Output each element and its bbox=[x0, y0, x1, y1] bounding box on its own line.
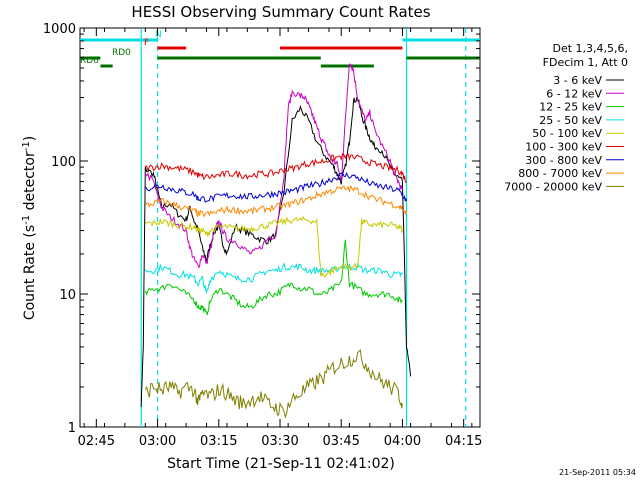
legend-label: 3 - 6 keV bbox=[553, 74, 602, 87]
series-line bbox=[144, 262, 403, 295]
legend-label: 7000 - 20000 keV bbox=[504, 180, 602, 193]
y-tick-label: 1 bbox=[68, 421, 76, 436]
footer-timestamp: 21-Sep-2011 05:34 bbox=[559, 468, 636, 477]
series-line bbox=[144, 239, 403, 316]
y-axis-ticks: 1 10 100 1000 bbox=[43, 22, 480, 436]
flag-label: F bbox=[144, 38, 149, 48]
series-line bbox=[144, 63, 403, 269]
legend-label: 300 - 800 keV bbox=[525, 154, 602, 167]
x-tick-label: 03:30 bbox=[261, 434, 298, 449]
series-line bbox=[144, 215, 403, 279]
y-tick-label: 100 bbox=[51, 155, 76, 170]
x-axis-label: Start Time (21-Sep-11 02:41:02) bbox=[167, 456, 395, 472]
flag-bars: NF RD0 RD6 bbox=[80, 30, 480, 68]
legend: Det 1,3,4,5,6,FDecim 1, Att 0 3 - 6 keV6 … bbox=[504, 42, 628, 193]
x-tick-label: 04:00 bbox=[384, 434, 421, 449]
series-line bbox=[144, 171, 407, 203]
legend-label: 12 - 25 keV bbox=[539, 101, 602, 114]
legend-label: 50 - 100 keV bbox=[532, 127, 602, 140]
legend-label: 800 - 7000 keV bbox=[518, 167, 602, 180]
series-line bbox=[140, 96, 412, 407]
legend-header: FDecim 1, Att 0 bbox=[543, 56, 628, 69]
flag-label: N bbox=[155, 30, 162, 40]
y-axis-label: Count Rate (s-1 detector-1) bbox=[21, 136, 39, 320]
x-tick-label: 03:45 bbox=[322, 434, 359, 449]
series-line bbox=[144, 184, 407, 218]
y-tick-label: 10 bbox=[59, 288, 76, 303]
x-tick-label: 03:15 bbox=[200, 434, 237, 449]
x-tick-label: 03:00 bbox=[139, 434, 176, 449]
series-line bbox=[144, 348, 403, 419]
legend-header: Det 1,3,4,5,6, bbox=[552, 42, 628, 55]
legend-label: 25 - 50 keV bbox=[539, 114, 602, 127]
chart-title: HESSI Observing Summary Count Rates bbox=[131, 3, 430, 21]
flag-label: RD0 bbox=[112, 48, 131, 58]
series-line bbox=[145, 152, 407, 184]
flag-label: RD6 bbox=[80, 56, 99, 66]
x-tick-label: 04:15 bbox=[445, 434, 482, 449]
legend-label: 6 - 12 keV bbox=[546, 87, 602, 100]
x-tick-label: 02:45 bbox=[78, 434, 115, 449]
plot-frame bbox=[79, 27, 481, 428]
x-axis-ticks: 02:45 03:00 03:15 03:30 03:45 04:00 04:15 bbox=[78, 28, 482, 449]
vertical-markers bbox=[140, 28, 467, 427]
legend-label: 100 - 300 keV bbox=[525, 141, 602, 154]
y-tick-label: 1000 bbox=[43, 22, 76, 37]
series-lines bbox=[140, 63, 412, 419]
